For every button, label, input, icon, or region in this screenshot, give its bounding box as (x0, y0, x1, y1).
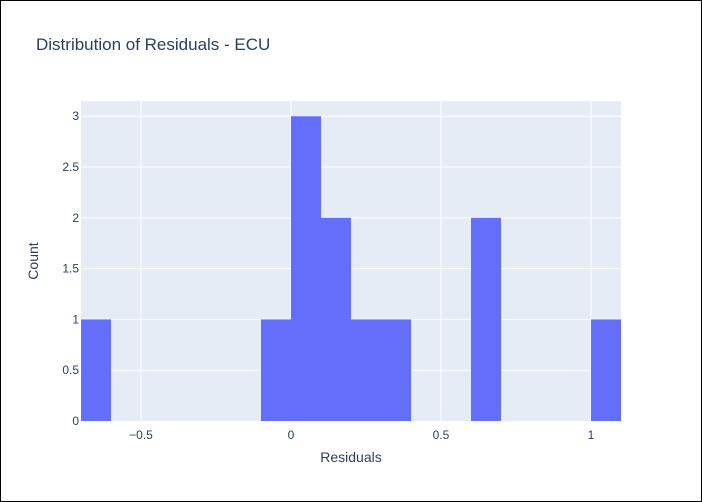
y-tick-label: 2 (72, 211, 79, 225)
histogram-bar (291, 116, 321, 421)
y-axis-ticks: 0 0.5 1 1.5 2 2.5 3 (62, 109, 79, 428)
y-tick-label: 1 (72, 312, 79, 326)
y-tick-label: 1.5 (62, 262, 79, 276)
chart-title: Distribution of Residuals - ECU (36, 35, 271, 54)
bars (81, 116, 621, 421)
y-tick-label: 0.5 (62, 363, 79, 377)
histogram-bar (471, 217, 501, 421)
y-axis-title: Count (25, 242, 41, 279)
histogram-bar (591, 319, 621, 421)
x-tick-label: 1 (588, 428, 595, 442)
y-tick-label: 2.5 (62, 160, 79, 174)
x-axis-ticks: −0.5 0 0.5 1 (129, 428, 595, 442)
x-tick-label: 0 (288, 428, 295, 442)
x-tick-label: 0.5 (433, 428, 450, 442)
x-axis-title: Residuals (320, 449, 381, 465)
histogram-bar (81, 319, 111, 421)
histogram-bar (351, 319, 381, 421)
histogram-bar (381, 319, 411, 421)
x-tick-label: −0.5 (129, 428, 153, 442)
histogram-bar (261, 319, 291, 421)
y-tick-label: 0 (72, 414, 79, 428)
histogram-bar (321, 217, 351, 421)
y-tick-label: 3 (72, 109, 79, 123)
